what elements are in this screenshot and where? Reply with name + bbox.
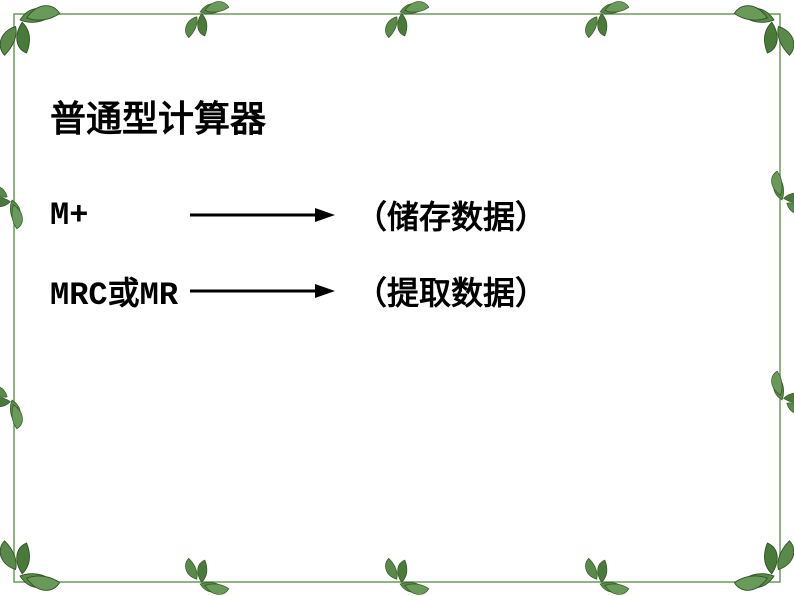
key-label-mrc: MRC或MR [50, 268, 190, 314]
arrow-icon [190, 200, 335, 230]
key-description: （储存数据） [355, 192, 547, 238]
arrow-icon [190, 276, 335, 306]
key-label-mplus: M+ [50, 197, 190, 234]
key-row: MRC或MR （提取数据） [50, 268, 744, 314]
slide-title: 普通型计算器 [50, 90, 744, 142]
key-description: （提取数据） [355, 268, 547, 314]
key-row: M+ （储存数据） [50, 192, 744, 238]
slide-content: 普通型计算器 M+ （储存数据） MRC或MR （提取数据） [50, 90, 744, 344]
